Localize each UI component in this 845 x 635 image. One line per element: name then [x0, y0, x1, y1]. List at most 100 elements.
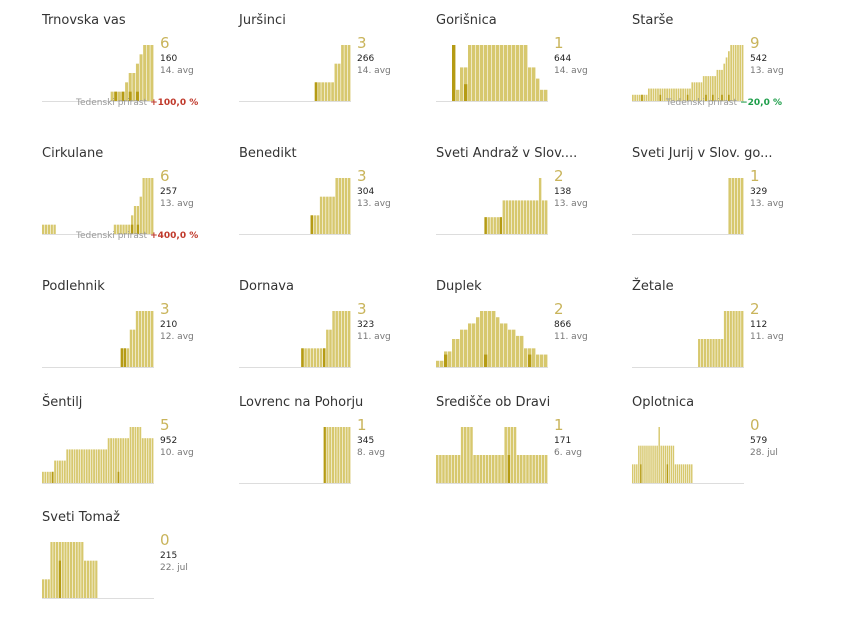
last-date: 28. jul [750, 448, 778, 458]
bar [668, 445, 671, 483]
municipality-name: Šentilj [42, 395, 83, 410]
last-date: 13. avg [357, 199, 391, 209]
bar [664, 445, 667, 483]
municipality-card: Žetale 2 112 11. avg [632, 279, 812, 404]
bar [674, 464, 677, 483]
municipality-name: Duplek [436, 279, 482, 294]
bar [326, 329, 329, 367]
bar [498, 455, 501, 483]
bar [56, 460, 59, 483]
bar-highlight [641, 94, 643, 101]
bar [460, 427, 464, 483]
bar-highlight [120, 348, 124, 367]
bar [136, 206, 140, 234]
current-number: 1 [554, 416, 564, 434]
bar [493, 217, 496, 234]
weekly-growth-value: +100,0 % [150, 98, 199, 108]
bar [484, 45, 488, 101]
bar-highlight [659, 94, 662, 101]
bar [338, 178, 342, 234]
bar [128, 224, 131, 234]
last-date: 8. avg [357, 448, 386, 458]
municipality-name: Sveti Andraž v Slov.... [436, 146, 578, 161]
bar [439, 455, 442, 483]
bar [721, 69, 723, 101]
bar [709, 339, 712, 367]
bar [693, 82, 696, 101]
bar [698, 82, 700, 101]
total-cases: 171 [554, 436, 572, 446]
bar [100, 449, 103, 483]
bar [149, 438, 151, 483]
municipality-name: Starše [632, 13, 674, 28]
bar [502, 200, 506, 234]
bar [740, 178, 744, 234]
bar [321, 82, 325, 101]
bar [513, 427, 517, 483]
bar-chart [436, 311, 548, 368]
bar [532, 67, 536, 101]
bar [129, 427, 132, 483]
bar [150, 45, 154, 101]
bar [476, 317, 480, 367]
bar [42, 579, 45, 598]
bar [739, 45, 742, 101]
bar-highlight [323, 348, 326, 367]
bar [117, 91, 121, 101]
bar [541, 200, 545, 234]
bar [464, 427, 467, 483]
bar [113, 224, 117, 234]
total-cases: 210 [160, 320, 178, 330]
bar [81, 542, 84, 598]
last-date: 14. avg [160, 66, 194, 76]
bar [135, 311, 139, 367]
bar [488, 455, 492, 483]
current-number: 0 [160, 531, 170, 549]
bar-chart [632, 178, 744, 235]
bar [139, 196, 142, 234]
bar [511, 200, 515, 234]
municipality-card: Starše 9 542 13. avg Tedenski prirast −20,0 % [632, 13, 812, 138]
bar [132, 427, 134, 483]
bar [71, 449, 74, 483]
weekly-growth-label: Tedenski prirast [76, 231, 148, 241]
bar [696, 82, 698, 101]
bar [337, 427, 340, 483]
bar [44, 471, 47, 483]
bar [119, 224, 122, 234]
bar [652, 88, 655, 101]
bar-chart [42, 178, 154, 235]
weekly-growth-label: Tedenski prirast [76, 98, 148, 108]
bar [682, 464, 685, 483]
bar [72, 542, 75, 598]
bar [735, 311, 738, 367]
bar [684, 464, 687, 483]
municipality-name: Benedikt [239, 146, 297, 161]
bar [638, 94, 641, 101]
bar [544, 89, 548, 101]
bar [512, 329, 516, 367]
bar-highlight [728, 94, 730, 101]
bar [83, 449, 86, 483]
bar [76, 449, 78, 483]
bar [128, 73, 132, 101]
bar [654, 88, 657, 101]
bar [508, 329, 512, 367]
bar [532, 200, 536, 234]
bar [448, 351, 452, 367]
bar [341, 178, 345, 234]
bar [92, 560, 95, 598]
bar [64, 542, 67, 598]
bar-chart [42, 542, 154, 599]
bar [500, 45, 504, 101]
bar [448, 455, 451, 483]
municipality-card: Središče ob Dravi 1 171 6. avg [436, 395, 616, 520]
bar-highlight [128, 91, 132, 101]
bar [112, 438, 115, 483]
total-cases: 345 [357, 436, 375, 446]
bar [42, 471, 44, 483]
bar [716, 69, 719, 101]
total-cases: 215 [160, 551, 178, 561]
bar [686, 464, 689, 483]
bar [68, 449, 71, 483]
